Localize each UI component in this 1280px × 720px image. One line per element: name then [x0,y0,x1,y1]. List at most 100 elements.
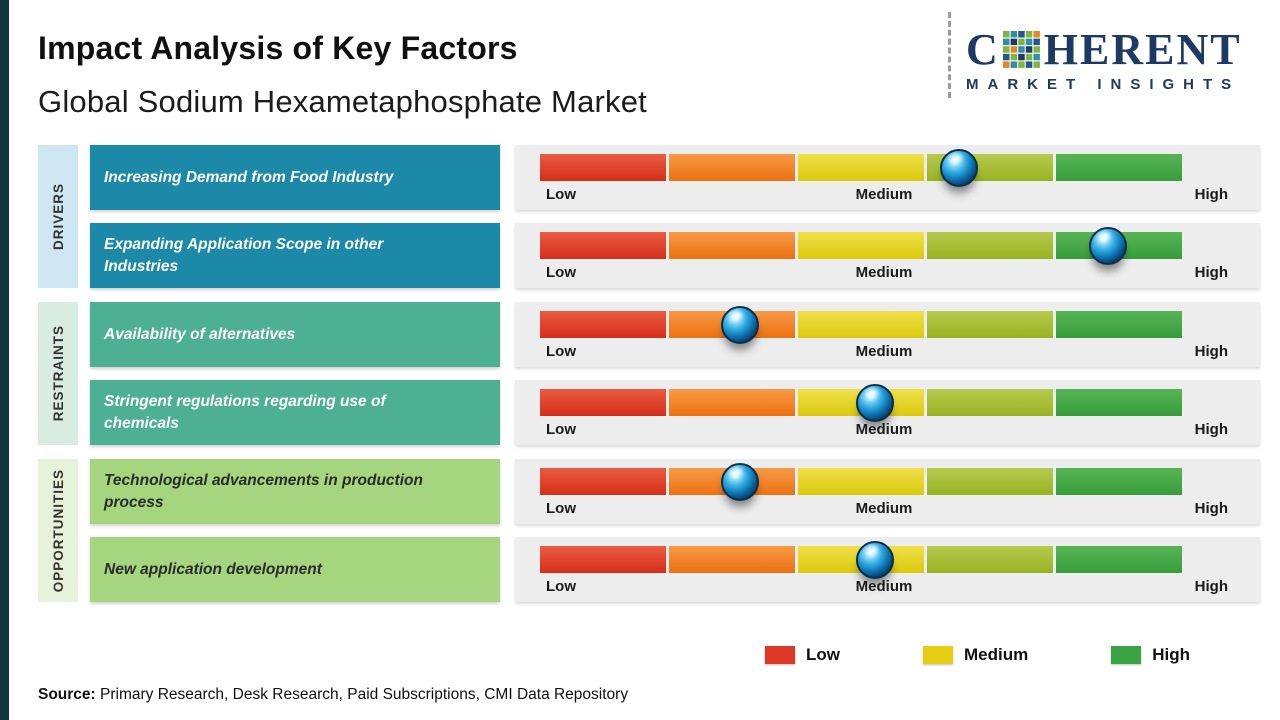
impact-marker-icon [720,462,759,501]
impact-gradient-bar [540,383,1185,422]
factor-label: Technological advancements in production… [104,471,423,511]
scale-label-medium: Medium [855,578,913,595]
scale-label-medium: Medium [855,264,913,281]
bar-segment-low-medium [669,154,795,181]
scale-label-low: Low [546,578,576,595]
legend-label-medium: Medium [963,645,1029,664]
bar-segment-medium-high [927,389,1053,416]
factor-row: Expanding Application Scope in other Ind… [90,223,1260,288]
bar-segment-low [540,468,666,495]
scale-label-medium: Medium [855,500,913,517]
factor-label-box: Increasing Demand from Food Industry [90,145,500,210]
impact-marker-icon [856,383,895,422]
factor-label: New application development [104,560,322,578]
bar-segment-low-medium [669,546,795,573]
group-sidebar-restraints: RESTRAINTS [38,302,78,445]
legend: Low Medium High [765,645,1190,665]
left-edge-strip [0,0,9,720]
bar-segment-low [540,389,666,416]
scale-labels: Low Medium High [540,343,1228,363]
bar-segment-low [540,311,666,338]
source-text: Primary Research, Desk Research, Paid Su… [95,686,629,703]
bar-segment-medium-high [927,311,1053,338]
factor-label-box: Technological advancements in production… [90,459,500,524]
bar-segment-low [540,546,666,573]
factor-label-box: Availability of alternatives [90,302,500,367]
group-opportunities: OPPORTUNITIES Technological advancements… [38,459,1260,602]
group-restraints: RESTRAINTS Availability of alternatives [38,302,1260,445]
scale-label-low: Low [546,186,576,203]
bar-segment-medium [798,154,924,181]
scale-label-medium: Medium [855,343,913,360]
logo-letters-herent: HERENT [1043,25,1242,74]
factor-row: Stringent regulations regarding use of c… [90,380,1260,445]
bar-segment-high [1056,311,1182,338]
impact-bar-area: Low Medium High [515,459,1260,524]
factor-label: Increasing Demand from Food Industry [104,168,394,186]
bar-segment-medium [798,311,924,338]
scale-label-low: Low [546,343,576,360]
source-line: Source: Primary Research, Desk Research,… [38,686,628,704]
legend-label-low: Low [806,645,840,664]
factor-row: Availability of alternatives Low [90,302,1260,367]
impact-marker-icon [720,305,759,344]
scale-labels: Low Medium High [540,500,1228,520]
factor-label: Availability of alternatives [104,325,296,343]
impact-gradient-bar [540,540,1185,579]
legend-swatch-low [765,646,795,664]
factor-label-box: Expanding Application Scope in other Ind… [90,223,500,288]
scale-label-high: High [1194,500,1228,517]
impact-bar-area: Low Medium High [515,145,1260,210]
scale-label-high: High [1194,421,1228,438]
scale-label-high: High [1194,578,1228,595]
scale-label-low: Low [546,421,576,438]
impact-gradient-bar [540,148,1185,187]
bar-segment-low-medium [669,389,795,416]
page-subtitle: Global Sodium Hexametaphosphate Market [38,84,647,119]
logo-divider-dashed-line [948,12,951,98]
impact-marker-icon [856,540,895,579]
scale-label-high: High [1194,186,1228,203]
factor-label: Expanding Application Scope in other Ind… [104,235,384,275]
impact-bar-area: Low Medium High [515,380,1260,445]
factor-label-box: Stringent regulations regarding use of c… [90,380,500,445]
bar-segment-high [1056,546,1182,573]
scale-label-high: High [1194,343,1228,360]
scale-labels: Low Medium High [540,186,1228,206]
factor-label: Stringent regulations regarding use of c… [104,392,386,432]
source-label: Source: [38,686,96,703]
scale-label-medium: Medium [855,421,913,438]
group-sidebar-drivers: DRIVERS [38,145,78,288]
bar-segment-medium [798,232,924,259]
scale-label-low: Low [546,264,576,281]
impact-bar-area: Low Medium High [515,302,1260,367]
legend-item-medium: Medium [922,645,1029,665]
bar-segment-high [1056,389,1182,416]
factor-row: Technological advancements in production… [90,459,1260,524]
logo-wordmark: C HERENT [966,28,1242,72]
coherent-market-insights-logo: C HERENT MARKET INSIGHTS [966,28,1242,94]
bar-segment-high [1056,468,1182,495]
bar-segment-medium-high [927,546,1053,573]
bar-segment-low [540,232,666,259]
logo-letter-c: C [966,25,1000,74]
bar-segment-medium-high [927,468,1053,495]
scale-label-high: High [1194,264,1228,281]
page-title: Impact Analysis of Key Factors [38,30,518,66]
scale-label-medium: Medium [855,186,913,203]
bar-segment-low-medium [669,232,795,259]
group-label-restraints: RESTRAINTS [50,325,66,422]
impact-gradient-bar [540,462,1185,501]
legend-item-high: High [1111,645,1190,665]
legend-label-high: High [1152,645,1190,664]
group-drivers: DRIVERS Increasing Demand from Food Indu… [38,145,1260,288]
scale-labels: Low Medium High [540,264,1228,284]
scale-labels: Low Medium High [540,421,1228,441]
impact-bar-area: Low Medium High [515,223,1260,288]
group-label-drivers: DRIVERS [50,182,66,250]
impact-bar-area: Low Medium High [515,537,1260,602]
legend-swatch-high [1111,646,1142,664]
bar-segment-medium-high [927,232,1053,259]
coherent-logo-mosaic-o-icon [1002,31,1040,68]
